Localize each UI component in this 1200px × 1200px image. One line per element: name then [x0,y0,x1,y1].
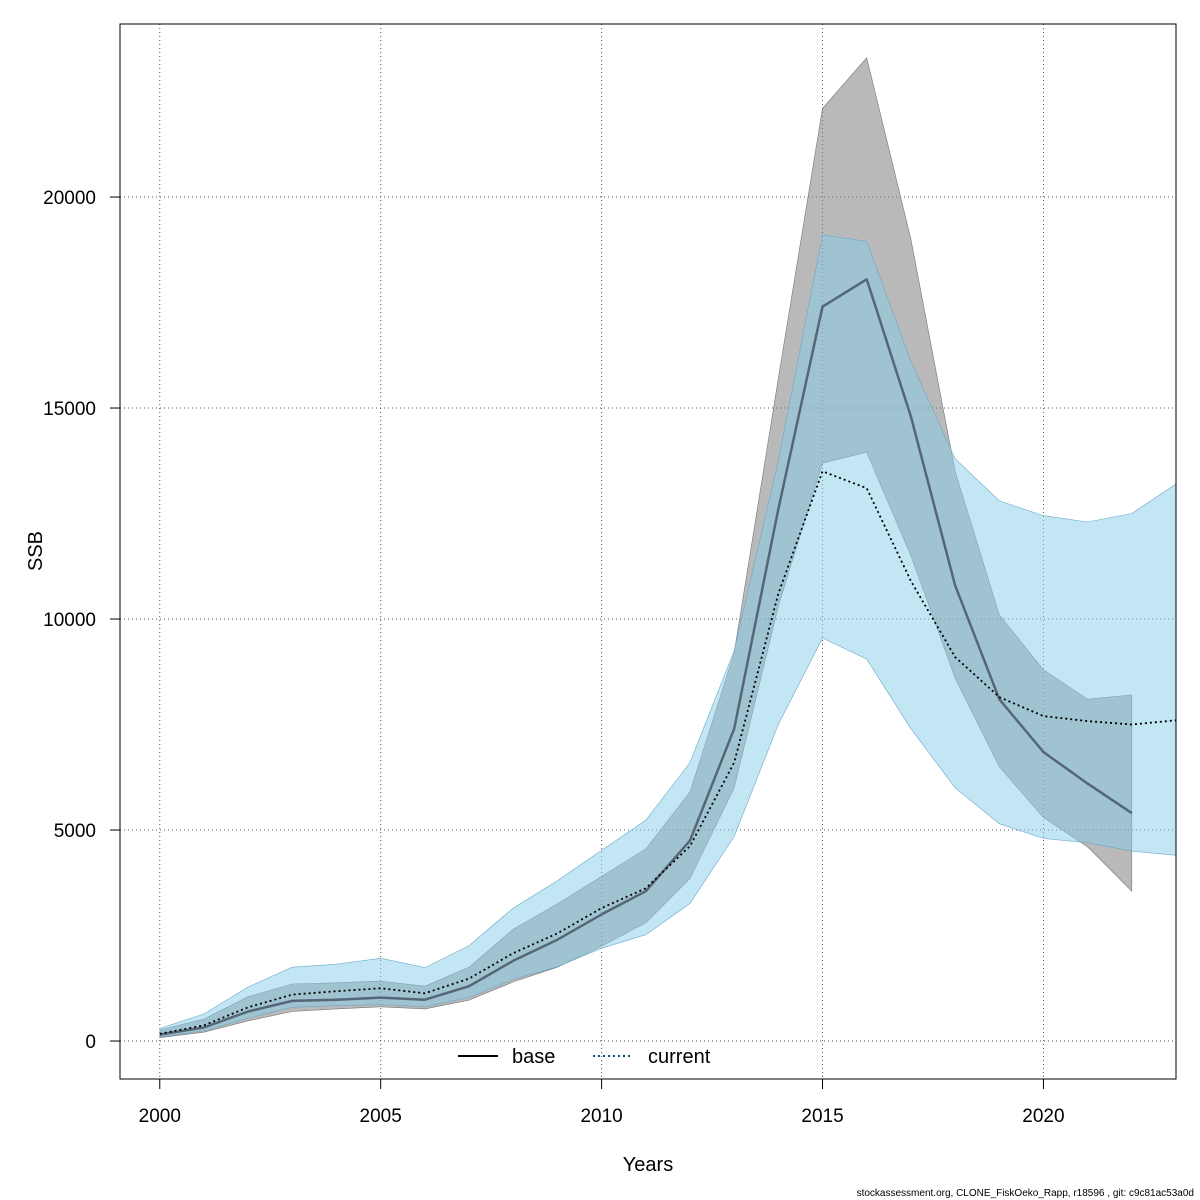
current-confidence-band [159,234,1176,1038]
y-axis-title: SSB [25,531,47,571]
legend-current-label: current [648,1046,711,1068]
x-tick-label: 2010 [580,1106,622,1127]
x-tick-label: 2020 [1022,1106,1064,1127]
footer-credit: stockassessment.org, CLONE_FiskOeko_Rapp… [857,1188,1194,1199]
y-tick-label: 20000 [43,188,96,209]
x-tick-label: 2005 [360,1106,402,1127]
y-tick-label: 5000 [54,821,96,842]
x-axis: 2000 2005 2010 2015 2020 [139,1078,1065,1127]
legend: base current [458,1046,711,1068]
x-tick-label: 2015 [801,1106,843,1127]
current-series-line [159,470,1176,1035]
x-tick-label: 2000 [139,1106,181,1127]
y-tick-label: 0 [85,1032,96,1053]
plot-area [159,57,1176,1038]
x-axis-title: Years [623,1154,673,1176]
y-tick-label: 10000 [43,610,96,631]
base-series-line [159,278,1133,1036]
y-axis: 0 5000 10000 15000 20000 [43,188,121,1053]
y-tick-label: 15000 [43,399,96,420]
legend-base-label: base [512,1046,555,1068]
